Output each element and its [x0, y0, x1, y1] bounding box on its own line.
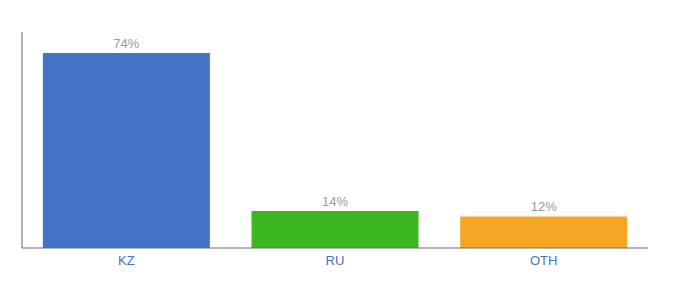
- svg-text:74%: 74%: [113, 36, 139, 51]
- svg-text:OTH: OTH: [530, 253, 557, 268]
- svg-text:14%: 14%: [322, 194, 348, 209]
- svg-text:KZ: KZ: [118, 253, 135, 268]
- svg-text:RU: RU: [326, 253, 345, 268]
- svg-text:12%: 12%: [531, 199, 557, 214]
